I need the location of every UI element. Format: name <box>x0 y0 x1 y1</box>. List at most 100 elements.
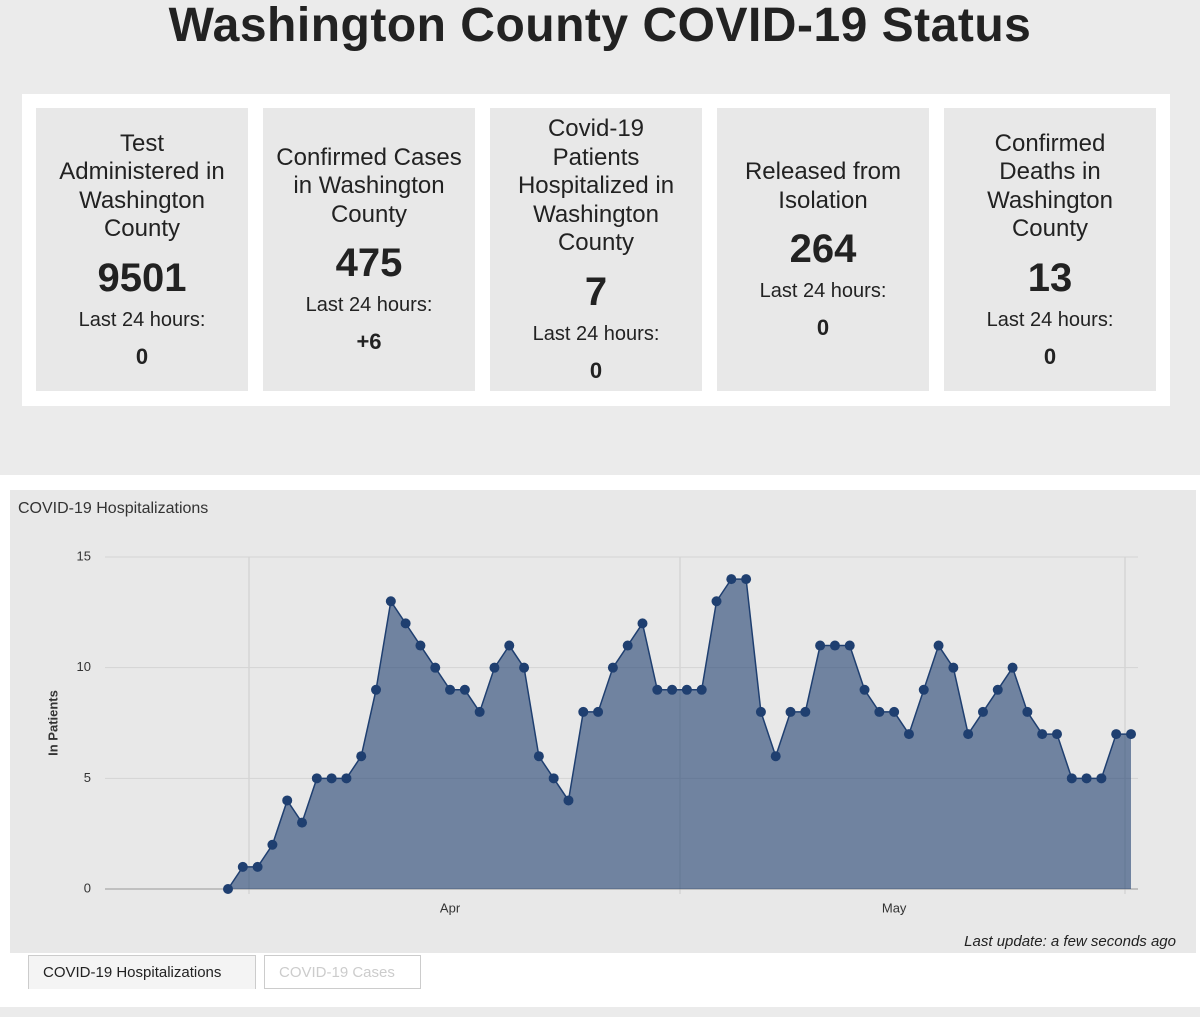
data-point <box>933 640 944 651</box>
data-point <box>711 596 722 607</box>
data-point <box>652 684 663 695</box>
card-value: 9501 <box>97 255 187 300</box>
card-change-label: Last 24 hours: <box>759 280 887 302</box>
data-point <box>903 729 914 740</box>
data-point <box>548 773 559 784</box>
data-point <box>992 684 1003 695</box>
card-value: 475 <box>335 241 403 286</box>
data-point <box>326 773 337 784</box>
data-point <box>252 861 263 872</box>
card-change: 0 <box>589 357 603 383</box>
card-change-label: Last 24 hours: <box>78 308 206 331</box>
card-title: Confirmed Deaths in Washington County <box>987 129 1113 243</box>
data-point <box>637 618 648 629</box>
data-point <box>504 640 515 651</box>
data-point <box>297 817 308 828</box>
data-point <box>519 662 530 673</box>
card-value: 7 <box>584 269 608 314</box>
tab[interactable]: COVID-19 Hospitalizations <box>28 955 256 989</box>
y-tick-label: 5 <box>84 770 91 785</box>
x-tick-label: May <box>882 900 907 915</box>
data-point <box>667 684 678 695</box>
data-point <box>282 795 293 806</box>
data-point <box>1022 706 1033 717</box>
data-point <box>622 640 633 651</box>
data-point <box>1051 729 1062 740</box>
stat-card: Test Administered in Washington County 95… <box>36 108 248 391</box>
data-point <box>963 729 974 740</box>
data-point <box>563 795 574 806</box>
stats-panel: Test Administered in Washington County 95… <box>22 94 1170 406</box>
data-point <box>829 640 840 651</box>
data-point <box>1066 773 1077 784</box>
data-point <box>1007 662 1018 673</box>
y-axis-label: In Patients <box>45 690 60 756</box>
data-point <box>607 662 618 673</box>
stat-card: Confirmed Deaths in Washington County 13 L… <box>944 108 1156 391</box>
chart-panel: COVID-19 Hospitalizations In Patients La… <box>0 475 1200 1007</box>
data-point <box>948 662 959 673</box>
card-change: 0 <box>816 315 830 340</box>
card-change-label: Last 24 hours: <box>305 294 433 317</box>
x-tick-label: Apr <box>440 900 461 915</box>
data-point <box>977 706 988 717</box>
stat-card: Covid-19 Patients Hospitalized in Washin… <box>490 108 702 391</box>
data-point <box>430 662 441 673</box>
y-tick-label: 0 <box>84 880 91 895</box>
data-point <box>593 706 604 717</box>
data-point <box>237 861 248 872</box>
data-point <box>800 706 811 717</box>
chart: COVID-19 Hospitalizations In Patients La… <box>10 490 1196 953</box>
chart-title: COVID-19 Hospitalizations <box>18 500 208 517</box>
data-point <box>844 640 855 651</box>
card-change: 0 <box>1043 343 1057 369</box>
card-title: Confirmed Cases in Washington County <box>276 143 462 228</box>
data-point <box>874 706 885 717</box>
data-point <box>1111 729 1122 740</box>
data-point <box>859 684 870 695</box>
data-point <box>267 839 278 850</box>
y-tick-label: 15 <box>77 548 91 563</box>
card-change-label: Last 24 hours: <box>532 322 660 345</box>
data-point <box>815 640 826 651</box>
last-update: Last update: a few seconds ago <box>964 933 1176 950</box>
data-point <box>415 640 426 651</box>
data-point <box>918 684 929 695</box>
data-point <box>755 706 766 717</box>
data-point <box>1096 773 1107 784</box>
data-point <box>726 574 737 585</box>
card-change-label: Last 24 hours: <box>986 308 1114 331</box>
data-point <box>770 751 781 762</box>
data-point <box>400 618 411 629</box>
stat-card: Confirmed Cases in Washington County 475 L… <box>263 108 475 391</box>
data-point <box>371 684 382 695</box>
data-point <box>785 706 796 717</box>
card-change: +6 <box>356 329 382 355</box>
data-point <box>474 706 485 717</box>
page-title: Washington County COVID-19 Status <box>168 0 1032 52</box>
data-point <box>533 751 544 762</box>
data-point <box>889 706 900 717</box>
data-point <box>311 773 322 784</box>
data-point <box>1037 729 1048 740</box>
y-tick-label: 10 <box>77 659 91 674</box>
data-point <box>223 884 233 894</box>
card-title: Released from Isolation <box>744 158 902 214</box>
data-point <box>696 684 707 695</box>
data-point <box>578 706 589 717</box>
data-point <box>341 773 352 784</box>
card-value: 13 <box>1027 255 1073 300</box>
card-title: Covid-19 Patients Hospitalized in Washin… <box>517 115 675 257</box>
stat-card: Released from Isolation 264 Last 24 hours:… <box>717 108 929 391</box>
data-point <box>356 751 367 762</box>
card-value: 264 <box>789 227 857 271</box>
tab[interactable]: COVID-19 Cases <box>264 955 421 989</box>
data-point <box>489 662 500 673</box>
data-point <box>1081 773 1092 784</box>
data-point <box>1126 729 1136 740</box>
card-change: 0 <box>135 343 149 369</box>
card-title: Test Administered in Washington County <box>59 129 225 243</box>
data-point <box>459 684 470 695</box>
data-point <box>681 684 692 695</box>
